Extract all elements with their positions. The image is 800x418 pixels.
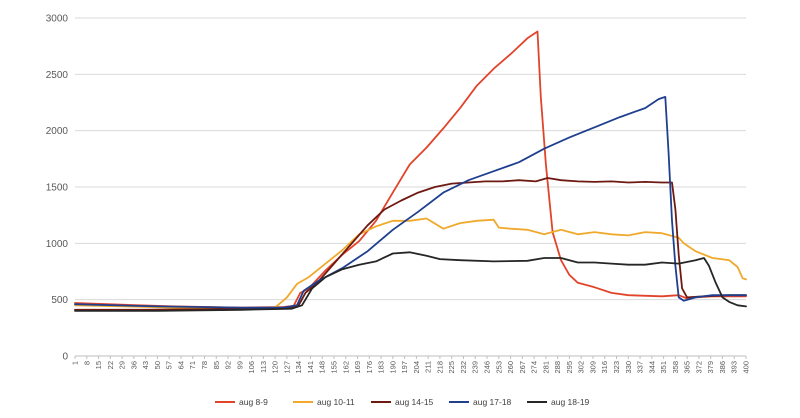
x-tick-label: 190 <box>388 361 397 374</box>
x-tick-label: 113 <box>259 361 268 373</box>
x-tick-label: 337 <box>636 361 645 374</box>
x-tick-label: 323 <box>612 361 621 374</box>
x-axis: 1 8 15 22 29 36 43 50 57 64 71 78 85 92 99 106 113 120 127… <box>71 355 751 374</box>
x-tick-label: 351 <box>659 361 668 374</box>
x-tick-label: 120 <box>271 361 280 374</box>
x-tick-label: 225 <box>447 361 456 374</box>
x-tick-label: 183 <box>377 361 386 374</box>
x-tick-label: 36 <box>129 361 138 369</box>
x-tick-label: 71 <box>188 361 197 369</box>
x-tick-label: 344 <box>647 361 656 374</box>
x-tick-label: 330 <box>624 361 633 374</box>
gridlines <box>75 17 746 357</box>
legend-label: aug 17-18 <box>473 397 512 407</box>
x-tick-label: 232 <box>459 361 468 374</box>
x-tick-label: 43 <box>141 361 150 369</box>
legend-label: aug 14-15 <box>395 397 434 407</box>
x-tick-label: 260 <box>506 361 515 374</box>
series-line-2 <box>74 217 747 310</box>
legend: aug 8-9 aug 10-11 aug 14-15 aug 17-18 aug 18… <box>215 397 590 407</box>
series-line-3 <box>74 177 747 311</box>
x-tick-label: 239 <box>471 361 480 374</box>
x-tick-label: 295 <box>565 361 574 374</box>
y-axis: 0 500 1000 1500 2000 2500 3000 <box>46 14 69 363</box>
x-tick-label: 8 <box>82 361 91 365</box>
series-line-4 <box>74 96 747 309</box>
x-tick-label: 365 <box>683 361 692 374</box>
x-tick-label: 15 <box>94 361 103 369</box>
x-tick-label: 127 <box>282 361 291 374</box>
x-tick-label: 92 <box>224 361 233 369</box>
x-tick-label: 253 <box>494 361 503 374</box>
x-tick-label: 274 <box>530 361 539 374</box>
x-tick-label: 302 <box>577 361 586 374</box>
x-tick-label: 400 <box>742 361 751 374</box>
x-tick-label: 267 <box>518 361 527 374</box>
y-tick-label: 2500 <box>46 70 69 81</box>
x-tick-label: 148 <box>318 361 327 374</box>
x-tick-label: 281 <box>541 361 550 374</box>
x-tick-label: 1 <box>71 361 80 365</box>
legend-label: aug 8-9 <box>239 397 268 407</box>
x-tick-label: 134 <box>294 361 303 374</box>
series-lines <box>74 30 747 312</box>
x-tick-label: 169 <box>353 361 362 374</box>
x-tick-label: 316 <box>600 361 609 374</box>
x-tick-label: 85 <box>212 361 221 369</box>
x-tick-label: 211 <box>424 361 433 373</box>
x-tick-label: 246 <box>483 361 492 374</box>
legend-label: aug 18-19 <box>551 397 590 407</box>
x-tick-label: 57 <box>165 361 174 369</box>
x-tick-label: 358 <box>671 361 680 374</box>
x-tick-label: 204 <box>412 361 421 374</box>
x-tick-label: 393 <box>730 361 739 374</box>
y-tick-label: 1000 <box>46 239 69 250</box>
x-tick-label: 106 <box>247 361 256 374</box>
x-tick-label: 155 <box>329 361 338 374</box>
x-tick-label: 141 <box>306 361 315 374</box>
x-tick-label: 288 <box>553 361 562 374</box>
x-tick-label: 197 <box>400 361 409 374</box>
legend-label: aug 10-11 <box>317 397 355 407</box>
x-tick-label: 386 <box>718 361 727 374</box>
x-tick-label: 22 <box>106 361 115 369</box>
x-tick-label: 78 <box>200 361 209 369</box>
y-tick-label: 0 <box>62 352 68 363</box>
series-line-5 <box>74 251 747 312</box>
x-tick-label: 309 <box>588 361 597 374</box>
x-tick-label: 50 <box>153 361 162 369</box>
x-tick-label: 372 <box>694 361 703 374</box>
y-tick-label: 500 <box>51 295 68 306</box>
x-tick-label: 162 <box>341 361 350 374</box>
x-tick-label: 99 <box>235 361 244 369</box>
x-tick-label: 29 <box>118 361 127 369</box>
x-tick-label: 176 <box>365 361 374 374</box>
x-tick-label: 379 <box>706 361 715 374</box>
y-tick-label: 3000 <box>46 14 69 25</box>
y-tick-label: 2000 <box>46 126 69 137</box>
y-tick-label: 1500 <box>46 183 69 194</box>
series-line-1 <box>74 30 747 309</box>
x-tick-label: 64 <box>176 361 185 369</box>
x-tick-label: 218 <box>435 361 444 374</box>
